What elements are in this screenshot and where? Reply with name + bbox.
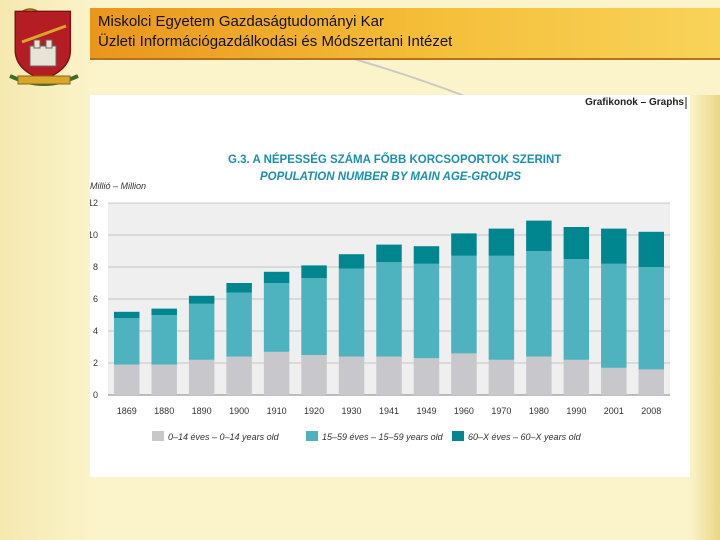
legend-swatch <box>152 431 164 441</box>
bar-segment <box>301 355 327 395</box>
bar-segment <box>113 318 140 365</box>
chart-legend: 0–14 éves – 0–14 years old 15–59 éves – 1… <box>152 431 582 442</box>
bar-segment <box>488 359 515 395</box>
left-decorative-band <box>0 0 90 540</box>
bar-segment <box>188 303 215 360</box>
bar-segment <box>488 255 515 360</box>
y-tick-label: 6 <box>93 294 98 304</box>
bar-segment <box>488 228 515 256</box>
bar-segment <box>376 356 402 395</box>
x-tick-label: 1990 <box>566 406 586 416</box>
bar-segment <box>338 356 365 395</box>
bar-segment <box>638 231 665 267</box>
x-tick-label: 1900 <box>229 406 249 416</box>
x-tick-label: 1941 <box>379 406 399 416</box>
bar-segment <box>151 308 177 315</box>
bar-segment <box>451 233 477 256</box>
legend-label: 15–59 éves – 15–59 years old <box>322 432 444 442</box>
bar-segment <box>413 263 440 359</box>
bar-segment <box>601 367 627 395</box>
x-tick-label: 1890 <box>192 406 212 416</box>
chart-canvas: Grafikonok – Graphs G.3. A NÉPESSÉG SZÁM… <box>90 97 687 442</box>
x-tick-label: 1920 <box>304 406 324 416</box>
bar-segment <box>638 369 665 395</box>
bar-segment <box>151 364 177 395</box>
y-tick-label: 8 <box>93 262 98 272</box>
bar-segment <box>263 271 290 283</box>
plot-area: 0 2 4 6 8 10 12 1869 1880 1890 1900 1910 1920 1930 194… <box>90 198 670 416</box>
bar-segment <box>301 278 327 355</box>
bar-segment <box>263 283 290 352</box>
bar-segment <box>226 292 252 357</box>
header-title-line1: Miskolci Egyetem Gazdaságtudományi Kar <box>98 13 384 30</box>
bar-segment <box>601 228 627 264</box>
bar-segment <box>451 255 477 354</box>
bar-segment <box>376 262 402 357</box>
chart-figure: Grafikonok – Graphs G.3. A NÉPESSÉG SZÁM… <box>90 95 690 477</box>
bar-segment <box>188 295 215 304</box>
bar-segment <box>526 251 552 357</box>
bar-segment <box>338 268 365 357</box>
bar-segment <box>263 351 290 395</box>
bar-segment <box>226 283 252 293</box>
x-tick-label: 2001 <box>604 406 624 416</box>
university-crest-icon <box>9 8 79 86</box>
bar-segment <box>601 263 627 368</box>
header-title-line2: Üzleti Információgazdálkodási és Módszer… <box>98 33 453 50</box>
y-axis-unit-label: Millió – Million <box>90 181 146 191</box>
bar-segment <box>376 244 402 263</box>
bar-segment <box>638 267 665 370</box>
bar-segment <box>563 227 590 259</box>
x-tick-label: 1880 <box>154 406 174 416</box>
y-tick-label: 2 <box>93 358 98 368</box>
bar-segment <box>526 356 552 395</box>
bar-segment <box>526 220 552 251</box>
bar-segment <box>563 359 590 395</box>
x-tick-label: 1980 <box>529 406 549 416</box>
y-tick-label: 0 <box>93 390 98 400</box>
x-tick-label: 1949 <box>416 406 436 416</box>
bar-segment <box>151 315 177 365</box>
bar-segment <box>113 364 140 395</box>
bar-segment <box>301 265 327 279</box>
bar-segment <box>413 358 440 395</box>
legend-swatch <box>306 431 318 441</box>
right-decorative-band <box>690 95 720 540</box>
bar-segment <box>113 311 140 319</box>
bar-segment <box>188 359 215 395</box>
section-label: Grafikonok – Graphs <box>585 97 684 108</box>
x-tick-label: 1960 <box>454 406 474 416</box>
chart-subtitle: POPULATION NUMBER BY MAIN AGE-GROUPS <box>260 171 521 183</box>
x-tick-label: 1869 <box>117 406 137 416</box>
bar-segment <box>451 353 477 395</box>
bar-segment <box>563 259 590 360</box>
x-tick-label: 1970 <box>491 406 511 416</box>
legend-label: 60–X éves – 60–X years old <box>468 432 582 442</box>
bar-segment <box>338 254 365 269</box>
header-bar <box>90 8 720 60</box>
legend-label: 0–14 éves – 0–14 years old <box>168 432 280 442</box>
bar-segment <box>413 246 440 264</box>
legend-swatch <box>452 431 464 441</box>
y-tick-label: 10 <box>90 230 98 240</box>
y-tick-label: 12 <box>90 198 98 208</box>
x-tick-label: 1910 <box>267 406 287 416</box>
chart-title: G.3. A NÉPESSÉG SZÁMA FŐBB KORCSOPORTOK … <box>228 153 561 166</box>
y-tick-label: 4 <box>93 326 98 336</box>
x-tick-label: 2008 <box>641 406 661 416</box>
bar-segment <box>226 356 252 395</box>
x-tick-label: 1930 <box>342 406 362 416</box>
